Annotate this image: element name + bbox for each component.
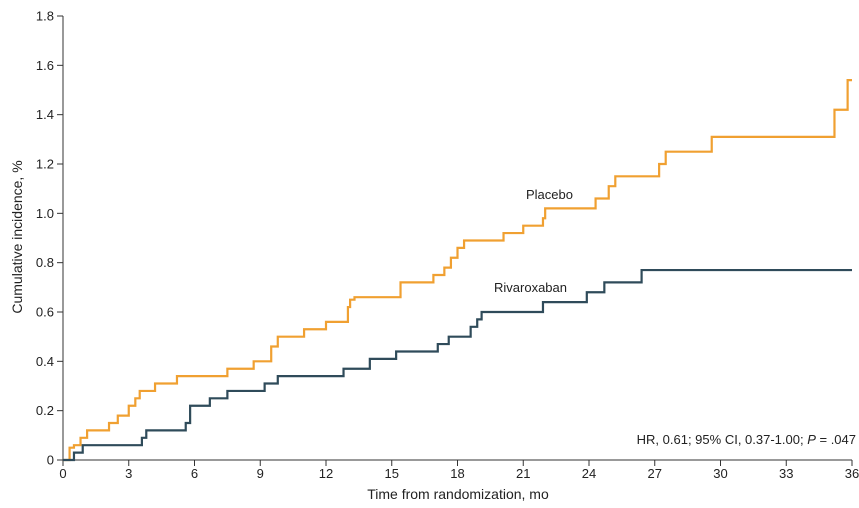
y-tick-label: 1.4 xyxy=(36,107,54,122)
x-tick-label: 9 xyxy=(257,466,264,481)
y-tick-label: 0.8 xyxy=(36,255,54,270)
x-tick-label: 27 xyxy=(648,466,662,481)
x-tick-label: 33 xyxy=(779,466,793,481)
y-tick-label: 1.8 xyxy=(36,9,54,24)
rivaroxaban-series-label: Rivaroxaban xyxy=(494,280,567,295)
rivaroxaban-step-line xyxy=(63,268,852,462)
series-layer xyxy=(63,79,852,462)
x-tick-label: 12 xyxy=(319,466,333,481)
x-tick-label: 18 xyxy=(450,466,464,481)
y-tick-label: 0 xyxy=(47,453,54,468)
y-tick-label: 0.2 xyxy=(36,403,54,418)
y-tick-label: 0.6 xyxy=(36,305,54,320)
x-tick-label: 24 xyxy=(582,466,596,481)
annotation-prefix: HR, 0.61; 95% CI, 0.37-1.00; xyxy=(637,432,808,447)
hazard-ratio-annotation: HR, 0.61; 95% CI, 0.37-1.00; P = .047 xyxy=(637,432,856,447)
placebo-step-line xyxy=(63,79,852,462)
x-tick-label: 36 xyxy=(845,466,859,481)
y-axis-title: Cumulative incidence, % xyxy=(9,160,25,313)
x-tick-label: 30 xyxy=(713,466,727,481)
y-tick-label: 1.6 xyxy=(36,58,54,73)
x-tick-label: 21 xyxy=(516,466,530,481)
y-tick-label: 1.0 xyxy=(36,206,54,221)
annotation-suffix: = .047 xyxy=(816,432,856,447)
x-axis: 0 3 6 9 12 15 18 21 24 27 30 33 36 xyxy=(59,459,859,481)
y-tick-label: 1.2 xyxy=(36,157,54,172)
x-tick-label: 3 xyxy=(125,466,132,481)
x-axis-title: Time from randomization, mo xyxy=(367,486,549,502)
annotation-p: P xyxy=(807,432,816,447)
x-tick-label: 15 xyxy=(385,466,399,481)
x-tick-label: 0 xyxy=(59,466,66,481)
x-tick-label: 6 xyxy=(191,466,198,481)
y-axis: 0 0.2 0.4 0.6 0.8 1.0 1.2 1.4 1.6 1.8 xyxy=(36,9,64,468)
placebo-series-label: Placebo xyxy=(526,187,573,202)
y-tick-label: 0.4 xyxy=(36,354,54,369)
